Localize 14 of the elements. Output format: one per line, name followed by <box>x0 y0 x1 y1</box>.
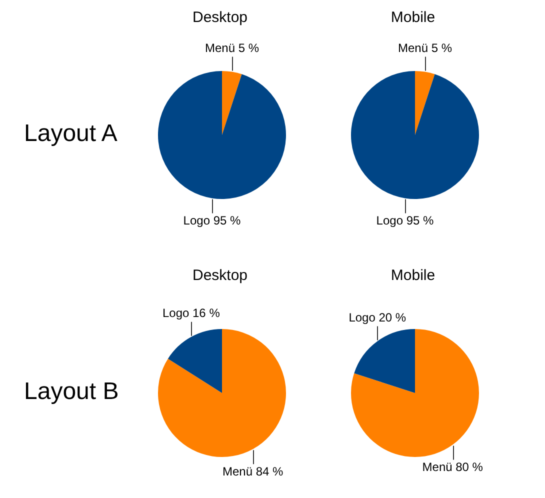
slice-label: Menü 5 % <box>398 41 452 56</box>
chart-title: Mobile <box>390 267 436 285</box>
chart-title: Mobile <box>390 9 436 27</box>
chart-title: Desktop <box>192 9 248 27</box>
text: Layout A <box>24 120 118 148</box>
slice-label: Menü 5 % <box>204 41 260 56</box>
slice-label: Logo 95 % <box>183 214 242 228</box>
slice-label: Logo 20 % <box>348 310 406 325</box>
slice-label: Menü 84 % <box>222 464 284 478</box>
text: Layout B <box>24 378 119 406</box>
chart-title: Desktop <box>192 267 248 285</box>
slice-label: Logo 95 % <box>376 214 434 228</box>
slice-label: Logo 16 % <box>162 306 220 320</box>
slice-label: Menü 80 % <box>422 460 484 474</box>
